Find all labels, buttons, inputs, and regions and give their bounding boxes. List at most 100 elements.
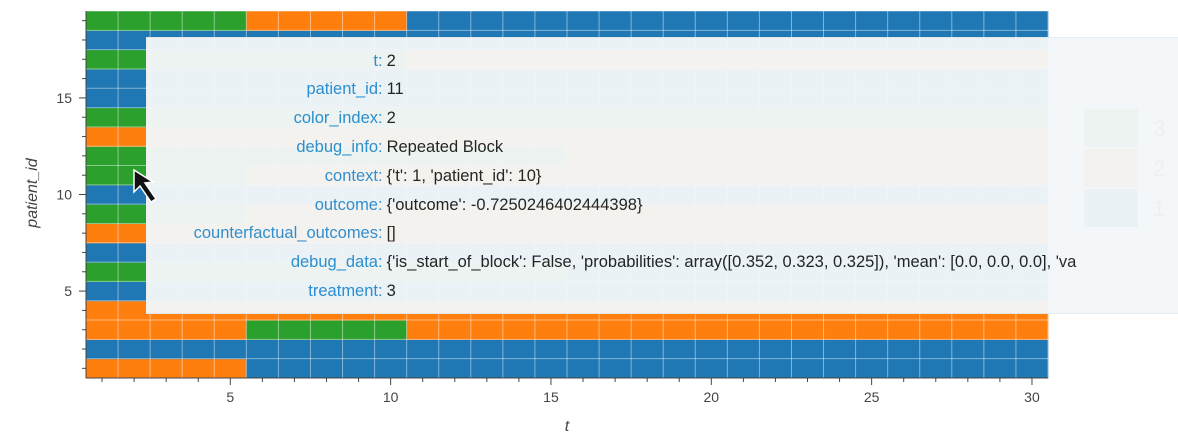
heatmap-cell[interactable] xyxy=(663,358,696,379)
heatmap-cell[interactable] xyxy=(599,11,632,31)
heatmap-cell[interactable] xyxy=(438,320,472,340)
heatmap-cell[interactable] xyxy=(86,11,119,31)
heatmap-cell[interactable] xyxy=(919,11,953,31)
heatmap-cell[interactable] xyxy=(86,204,119,224)
heatmap-cell[interactable] xyxy=(118,11,151,31)
heatmap-cell[interactable] xyxy=(118,107,151,128)
heatmap-cell[interactable] xyxy=(695,339,728,360)
heatmap-cell[interactable] xyxy=(983,320,1017,340)
heatmap-cell[interactable] xyxy=(118,126,151,147)
heatmap-cell[interactable] xyxy=(150,339,183,360)
heatmap-cell[interactable] xyxy=(470,11,504,31)
heatmap-cell[interactable] xyxy=(567,320,600,340)
heatmap-cell[interactable] xyxy=(86,339,119,360)
heatmap-cell[interactable] xyxy=(86,300,119,321)
heatmap-cell[interactable] xyxy=(86,126,119,147)
heatmap-cell[interactable] xyxy=(278,320,311,340)
heatmap-cell[interactable] xyxy=(951,358,985,379)
heatmap-cell[interactable] xyxy=(599,339,632,360)
heatmap-cell[interactable] xyxy=(919,339,953,360)
heatmap-cell[interactable] xyxy=(855,339,889,360)
heatmap-cell[interactable] xyxy=(919,320,953,340)
heatmap-cell[interactable] xyxy=(695,358,728,379)
heatmap-cell[interactable] xyxy=(727,320,760,340)
heatmap-cell[interactable] xyxy=(791,339,825,360)
heatmap-cell[interactable] xyxy=(278,11,311,31)
heatmap-cell[interactable] xyxy=(727,339,760,360)
heatmap-cell[interactable] xyxy=(86,68,119,89)
heatmap-cell[interactable] xyxy=(502,358,536,379)
heatmap-cell[interactable] xyxy=(118,204,151,224)
heatmap-cell[interactable] xyxy=(150,358,183,379)
heatmap-cell[interactable] xyxy=(182,320,215,340)
heatmap-cell[interactable] xyxy=(1015,11,1049,31)
heatmap-cell[interactable] xyxy=(118,242,151,263)
heatmap-cell[interactable] xyxy=(406,320,440,340)
heatmap-cell[interactable] xyxy=(86,320,119,340)
heatmap-cell[interactable] xyxy=(438,358,472,379)
heatmap-cell[interactable] xyxy=(310,339,344,360)
heatmap-cell[interactable] xyxy=(983,339,1017,360)
heatmap-cell[interactable] xyxy=(374,320,408,340)
heatmap-cell[interactable] xyxy=(887,358,921,379)
heatmap-cell[interactable] xyxy=(534,320,568,340)
heatmap-cell[interactable] xyxy=(118,88,151,109)
heatmap-cell[interactable] xyxy=(86,184,119,205)
heatmap-cell[interactable] xyxy=(663,339,696,360)
heatmap-cell[interactable] xyxy=(631,11,664,31)
heatmap-cell[interactable] xyxy=(567,339,600,360)
heatmap-cell[interactable] xyxy=(791,320,825,340)
heatmap-cell[interactable] xyxy=(246,339,279,360)
heatmap-cell[interactable] xyxy=(567,11,600,31)
heatmap-cell[interactable] xyxy=(118,339,151,360)
heatmap-cell[interactable] xyxy=(534,358,568,379)
heatmap-cell[interactable] xyxy=(246,11,279,31)
heatmap-cell[interactable] xyxy=(118,320,151,340)
heatmap-cell[interactable] xyxy=(310,358,344,379)
heatmap-cell[interactable] xyxy=(759,358,792,379)
heatmap-cell[interactable] xyxy=(823,358,857,379)
heatmap-cell[interactable] xyxy=(118,300,151,321)
heatmap-cell[interactable] xyxy=(1015,358,1049,379)
heatmap-cell[interactable] xyxy=(599,358,632,379)
heatmap-cell[interactable] xyxy=(759,339,792,360)
heatmap-cell[interactable] xyxy=(855,320,889,340)
heatmap-cell[interactable] xyxy=(310,320,344,340)
heatmap-cell[interactable] xyxy=(695,320,728,340)
heatmap-cell[interactable] xyxy=(214,11,247,31)
heatmap-cell[interactable] xyxy=(438,11,472,31)
heatmap-cell[interactable] xyxy=(86,281,119,302)
heatmap-cell[interactable] xyxy=(342,11,376,31)
heatmap-cell[interactable] xyxy=(631,339,664,360)
heatmap-cell[interactable] xyxy=(86,358,119,379)
heatmap-cell[interactable] xyxy=(470,339,504,360)
heatmap-cell[interactable] xyxy=(534,339,568,360)
heatmap-cell[interactable] xyxy=(406,339,440,360)
heatmap-cell[interactable] xyxy=(470,320,504,340)
heatmap-cell[interactable] xyxy=(310,11,344,31)
heatmap-cell[interactable] xyxy=(791,358,825,379)
heatmap-cell[interactable] xyxy=(342,339,376,360)
heatmap-cell[interactable] xyxy=(502,339,536,360)
heatmap-cell[interactable] xyxy=(951,339,985,360)
heatmap-cell[interactable] xyxy=(502,11,536,31)
heatmap-cell[interactable] xyxy=(855,11,889,31)
heatmap-cell[interactable] xyxy=(695,11,728,31)
heatmap-cell[interactable] xyxy=(951,320,985,340)
heatmap-cell[interactable] xyxy=(118,146,151,167)
heatmap-cell[interactable] xyxy=(86,165,119,186)
heatmap-cell[interactable] xyxy=(823,320,857,340)
heatmap-cell[interactable] xyxy=(663,11,696,31)
heatmap-cell[interactable] xyxy=(534,11,568,31)
heatmap-cell[interactable] xyxy=(919,358,953,379)
heatmap-cell[interactable] xyxy=(86,49,119,70)
heatmap-cell[interactable] xyxy=(1015,320,1049,340)
heatmap-cell[interactable] xyxy=(887,339,921,360)
heatmap-cell[interactable] xyxy=(759,11,792,31)
heatmap-cell[interactable] xyxy=(663,320,696,340)
heatmap-cell[interactable] xyxy=(983,11,1017,31)
heatmap-cell[interactable] xyxy=(214,320,247,340)
heatmap-cell[interactable] xyxy=(823,339,857,360)
heatmap-cell[interactable] xyxy=(118,223,151,244)
heatmap-cell[interactable] xyxy=(759,320,792,340)
